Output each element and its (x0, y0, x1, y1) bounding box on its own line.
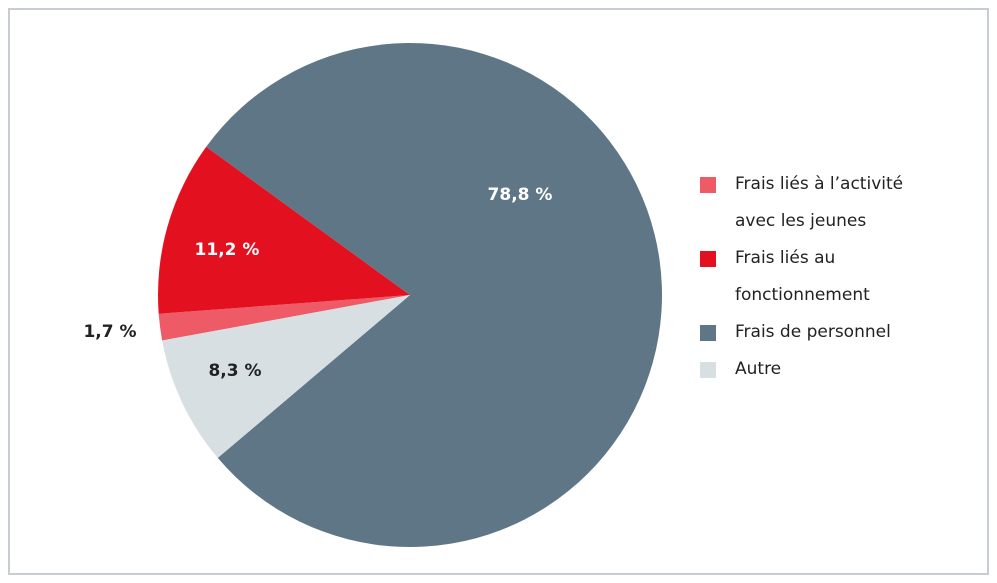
legend-swatch (700, 362, 716, 378)
data-label: 78,8 % (488, 185, 553, 205)
pie-slice (206, 42, 663, 547)
legend-swatch (700, 325, 716, 341)
legend: Frais liés à l’activité avec les jeunes F… (700, 166, 930, 388)
legend-item: Frais liés à l’activité avec les jeunes (700, 166, 930, 240)
legend-swatch (700, 177, 716, 193)
legend-label: Frais liés au fonctionnement (735, 248, 870, 305)
legend-item: Frais de personnel (700, 314, 930, 351)
data-label: 1,7 % (83, 322, 136, 342)
data-label: 11,2 % (195, 240, 260, 260)
legend-label: Autre (735, 359, 782, 379)
data-label: 8,3 % (208, 361, 261, 381)
legend-item: Frais liés au fonctionnement (700, 240, 930, 314)
pie-slice (158, 146, 410, 314)
frame (8, 8, 989, 575)
legend-item: Autre (700, 351, 930, 388)
legend-swatch (700, 251, 716, 267)
legend-label: Frais de personnel (735, 322, 891, 342)
legend-label: Frais liés à l’activité avec les jeunes (735, 174, 904, 231)
pie-slice (162, 295, 410, 458)
pie-slice (158, 295, 410, 341)
